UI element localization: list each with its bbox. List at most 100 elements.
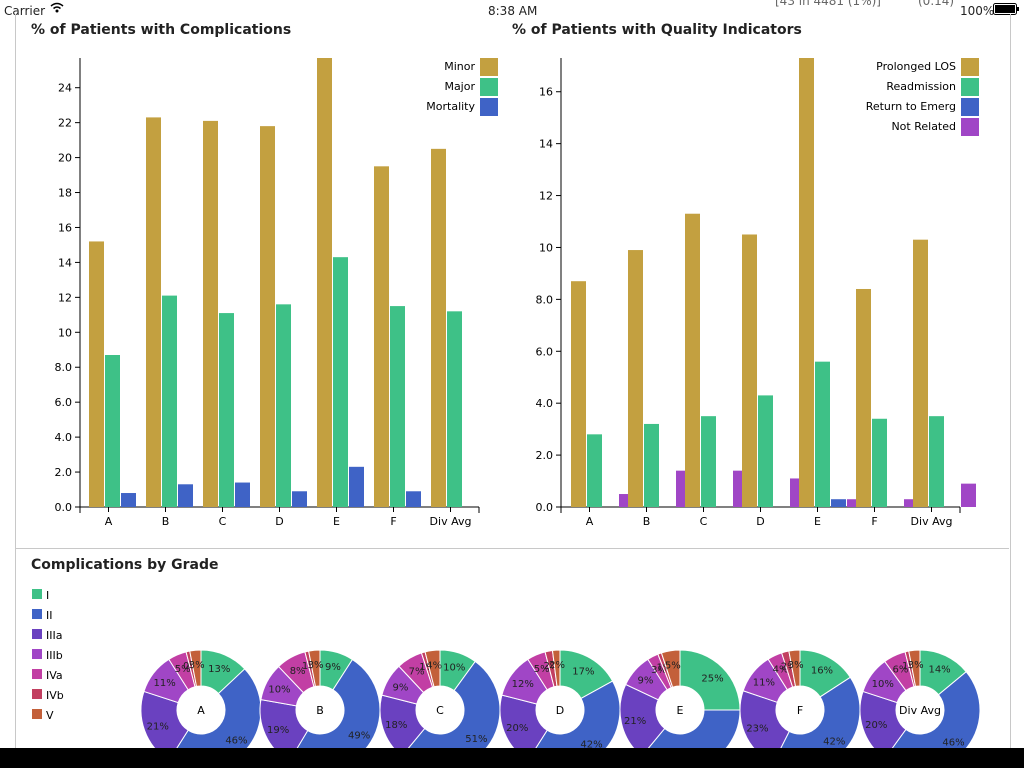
- complications-bar-major: [447, 311, 462, 507]
- complications-bar-minor: [89, 241, 104, 507]
- grade-legend-label: IIIa: [46, 629, 62, 642]
- donut-pct-label: 6%: [892, 664, 908, 675]
- donut-slice-ii: [772, 676, 861, 768]
- grade-legend-label: II: [46, 609, 53, 622]
- quality-bar-prolonged-los: [856, 288, 871, 507]
- quality-legend-label: Not Related: [891, 120, 956, 133]
- quality-y-tick-label: 14: [539, 138, 553, 151]
- complications-y-tick-label: 24: [58, 82, 72, 95]
- quality-y-tick-label: 2.0: [536, 449, 554, 462]
- quality-bar-prolonged-los: [571, 281, 586, 507]
- complications-legend-swatch: [480, 98, 498, 116]
- donut-slice-v: [908, 649, 921, 688]
- quality-x-tick-label: C: [700, 515, 708, 528]
- section-divider: [15, 548, 1009, 549]
- donut-slice-v: [551, 649, 561, 687]
- complications-bar-minor: [317, 58, 332, 507]
- donut-pct-label: 5%: [175, 664, 191, 675]
- complications-bar-major: [162, 295, 177, 507]
- donut-slice-v: [660, 649, 681, 688]
- donut-pct-label: 11%: [154, 678, 176, 689]
- complications-y-tick-label: 18: [58, 187, 72, 200]
- donut-center-label: F: [797, 704, 803, 717]
- donut-center-label: Div Avg: [899, 704, 941, 717]
- quality-legend-swatch: [961, 58, 979, 76]
- grade-chart-title: Complications by Grade: [31, 557, 219, 573]
- complications-bar-minor: [374, 166, 389, 507]
- quality-bar-prolonged-los: [685, 213, 700, 508]
- donut-slice-ii: [288, 658, 381, 768]
- complications-y-tick-label: 0.0: [55, 501, 73, 514]
- quality-bar-readmission: [815, 361, 830, 507]
- complications-bar-mortality: [121, 493, 136, 507]
- complications-y-tick-label: 16: [58, 221, 72, 234]
- complications-x-tick-label: A: [105, 515, 113, 528]
- donut-pct-label: 9%: [392, 683, 408, 694]
- donut-slice-iiia: [140, 690, 189, 762]
- quality-bar-readmission: [701, 416, 716, 507]
- donut-pct-label: 12%: [512, 679, 534, 690]
- complications-legend-label: Major: [444, 80, 475, 93]
- donut-pct-label: 14%: [928, 664, 950, 675]
- complications-y-tick-label: 8.0: [55, 361, 73, 374]
- complications-y-tick-label: 14: [58, 256, 72, 269]
- donut-pct-label: 2%: [549, 660, 565, 671]
- grade-legend-label: IVb: [46, 689, 64, 702]
- donut-pct-label: 23%: [746, 723, 768, 734]
- complications-x-tick-label: C: [219, 515, 227, 528]
- complications-y-tick-label: 20: [58, 152, 72, 165]
- bottom-bar: [0, 748, 1024, 768]
- battery-icon: [993, 3, 1020, 18]
- quality-y-tick-label: 16: [539, 86, 553, 99]
- quality-legend-label: Return to Emerg: [866, 100, 956, 113]
- donut-slice-v: [189, 649, 202, 688]
- donut-slice-v: [308, 649, 321, 688]
- donut-pct-label: 18%: [385, 720, 407, 731]
- complications-bar-major: [333, 257, 348, 507]
- carrier-label: Carrier: [4, 4, 46, 18]
- quality-y-tick-label: 12: [539, 190, 553, 203]
- quality-x-tick-label: E: [814, 515, 821, 528]
- donut-pct-label: 20%: [506, 723, 528, 734]
- complications-bar-minor: [203, 120, 218, 507]
- donut-pct-label: 8%: [290, 666, 306, 677]
- clipped-header-text-2: (0.14): [918, 0, 955, 8]
- quality-x-tick-label: F: [871, 515, 877, 528]
- quality-x-tick-label: B: [643, 515, 651, 528]
- quality-bar-readmission: [872, 418, 887, 507]
- quality-bar-not-related: [847, 499, 862, 507]
- complications-bar-major: [105, 355, 120, 507]
- grade-legend-swatch: [32, 589, 42, 599]
- quality-bar-return-to-emerg: [831, 499, 846, 507]
- quality-y-tick-label: 4.0: [536, 397, 554, 410]
- donut-pct-label: 17%: [572, 666, 594, 677]
- grade-legend-swatch: [32, 649, 42, 659]
- donut-pct-label: 3%: [308, 660, 324, 671]
- grade-legend-swatch: [32, 709, 42, 719]
- donut-pct-label: 2%: [543, 661, 559, 672]
- complications-bar-minor: [260, 126, 275, 508]
- donut-pct-label: 10%: [872, 679, 894, 690]
- donut-pct-label: 46%: [225, 735, 247, 746]
- quality-bar-readmission: [929, 416, 944, 507]
- complications-y-tick-label: 22: [58, 117, 72, 130]
- status-bar: Carrier 8:38 AM [43 in 4481 (1%)] (0.14)…: [0, 0, 1024, 20]
- donut-pct-label: 9%: [325, 662, 341, 673]
- complications-bar-minor: [431, 148, 446, 507]
- donut-pct-label: 11%: [753, 677, 775, 688]
- donut-pct-label: 1%: [902, 661, 918, 672]
- complications-legend-label: Minor: [444, 60, 475, 73]
- donut-pct-label: 3%: [189, 660, 205, 671]
- grade-legend-swatch: [32, 629, 42, 639]
- donut-pct-label: 1%: [419, 662, 435, 673]
- grade-legend-label: V: [46, 709, 54, 722]
- quality-chart-title: % of Patients with Quality Indicators: [512, 22, 802, 38]
- complications-bar-major: [276, 304, 291, 507]
- complications-x-tick-label: Div Avg: [430, 515, 472, 528]
- donut-pct-label: 42%: [580, 740, 602, 751]
- complications-x-tick-label: D: [275, 515, 283, 528]
- quality-legend-label: Readmission: [886, 80, 956, 93]
- donut-pct-label: 0%: [183, 661, 199, 672]
- donut-center-label: E: [677, 704, 684, 717]
